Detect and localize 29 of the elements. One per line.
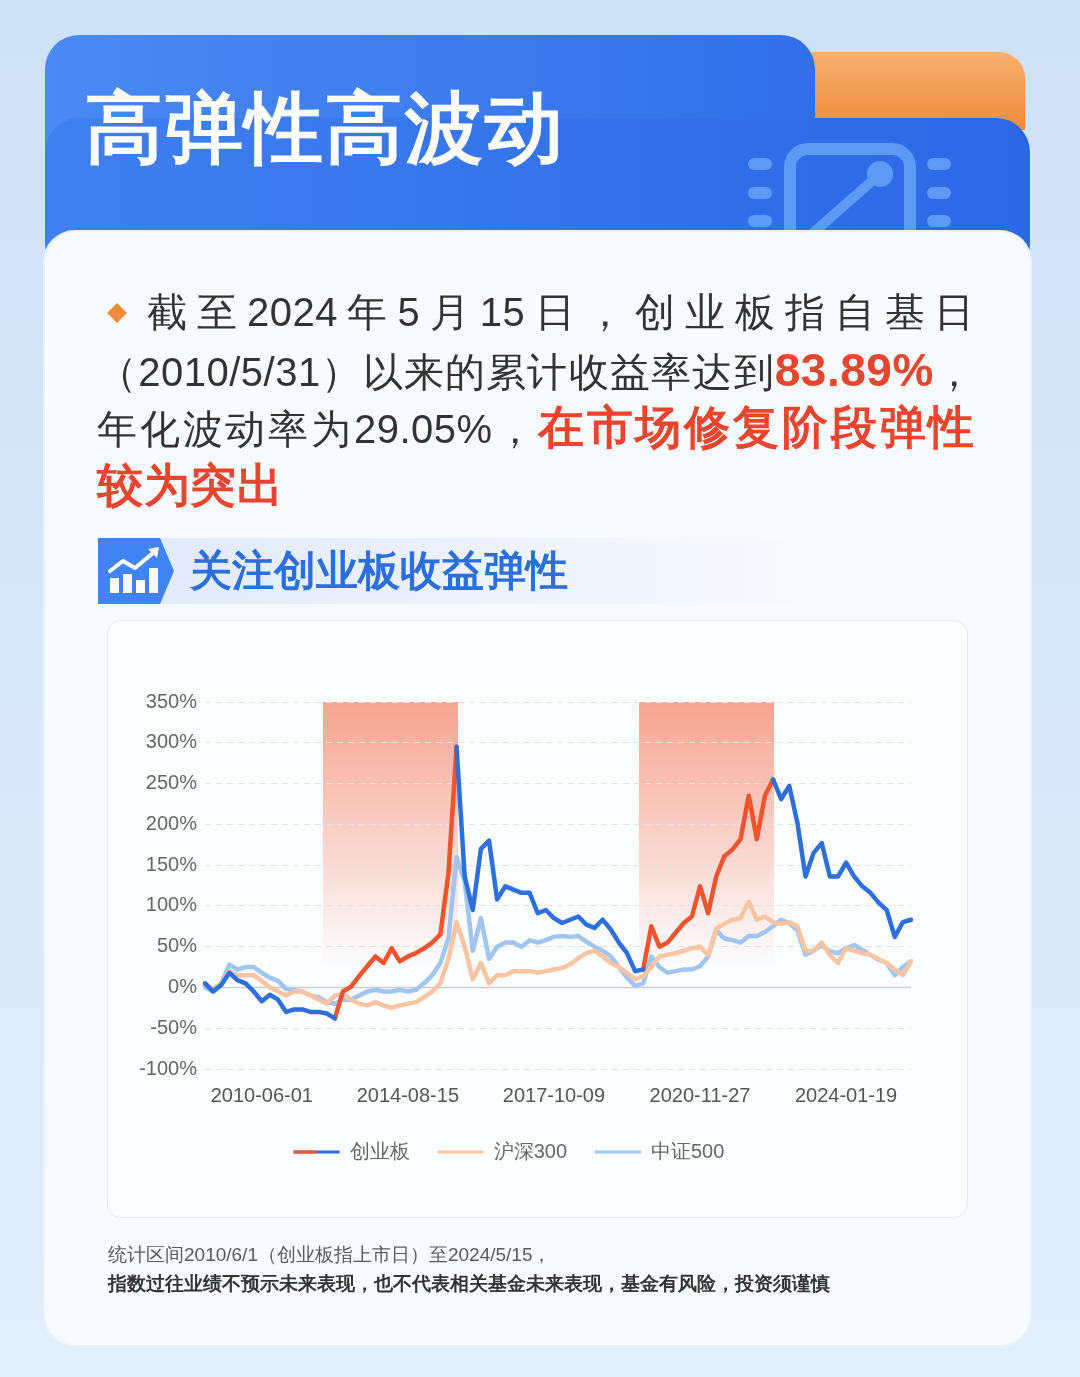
text: 截至2024年5月15日，创业板指自基日: [147, 290, 975, 334]
x-tick-label: 2010-06-01: [210, 1083, 313, 1106]
text: 年化波动率为29.05%，: [97, 407, 538, 451]
text: 指数过往业绩不预示未来表现，也不代表相关基金未来表现，基金有风险，投资须谨慎: [108, 1272, 830, 1296]
y-tick-label: 350%: [145, 689, 198, 712]
y-tick-label: 150%: [145, 852, 198, 875]
x-tick-label: 2014-08-15: [356, 1083, 460, 1106]
legend-label: 中证500: [651, 1139, 725, 1162]
text: ，: [933, 350, 975, 394]
y-tick-label: 250%: [145, 771, 198, 794]
text: （2010/5/31）以来的累计收益率达到: [97, 350, 775, 394]
text: 在市场修复阶段弹性: [537, 401, 975, 453]
y-tick-label: 200%: [145, 811, 198, 834]
y-tick-label: -50%: [150, 1015, 198, 1038]
x-tick-label: 2024-01-19: [794, 1083, 898, 1106]
y-tick-label: 0%: [168, 974, 198, 997]
y-tick-label: 300%: [145, 730, 198, 753]
y-tick-label: 50%: [156, 934, 198, 957]
text: 统计区间2010/6/1（创业板指上市日）至2024/5/15，: [108, 1243, 552, 1267]
text: 83.89%: [774, 344, 934, 396]
chart-title: 高弹性高波动: [85, 83, 565, 174]
text: 较为突出: [97, 459, 283, 511]
y-tick-label: -100%: [139, 1056, 198, 1079]
chart-subtitle: 关注创业板收益弹性: [190, 546, 568, 596]
legend-label: 沪深300: [493, 1139, 568, 1162]
legend-label: 创业板: [349, 1139, 410, 1162]
x-tick-label: 2017-10-09: [502, 1083, 606, 1106]
x-tick-label: 2020-11-27: [649, 1083, 751, 1106]
y-tick-label: 100%: [145, 893, 198, 916]
